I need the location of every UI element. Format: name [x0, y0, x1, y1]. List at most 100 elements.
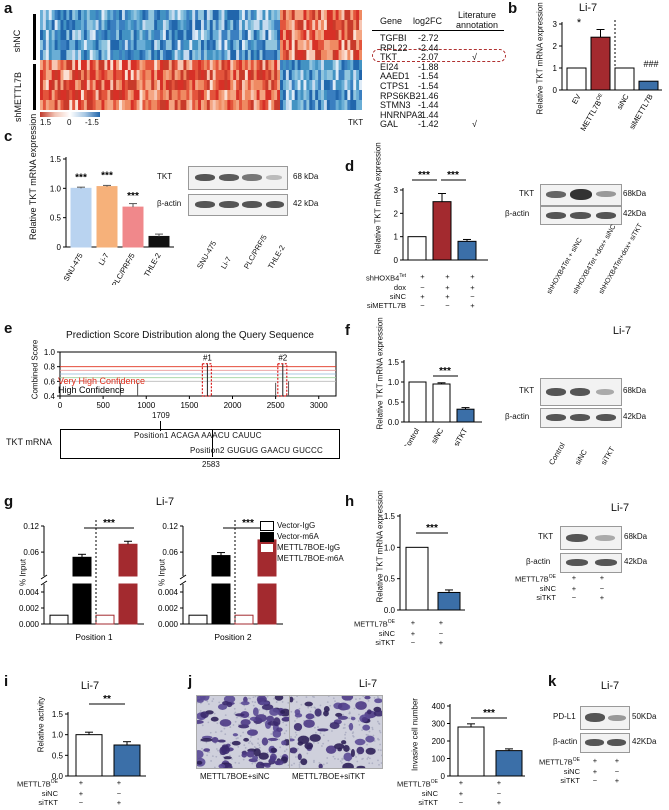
invasion-caption-sinc: METTL7BOE+siNC	[200, 772, 270, 781]
heatmap-cell	[42, 70, 47, 81]
heatmap-cell	[326, 80, 331, 91]
heatmap-cell	[162, 70, 167, 81]
heatmap-cell	[60, 10, 64, 21]
heatmap-cell	[83, 90, 88, 101]
heatmap-cell	[282, 40, 287, 51]
stained-cell	[252, 707, 259, 717]
heatmap-cell	[60, 80, 64, 91]
heatmap-cell	[332, 80, 337, 91]
heatmap-cell	[116, 20, 120, 31]
heatmap-cell	[259, 70, 263, 81]
heatmap-cell	[335, 90, 339, 101]
heatmap-cell	[180, 80, 184, 91]
heatmap-cell	[195, 80, 199, 91]
membrane-pore	[285, 748, 288, 751]
heatmap-cell	[121, 90, 126, 101]
heatmap-cell	[189, 10, 193, 21]
heatmap-cell	[180, 10, 184, 21]
heatmap-cell	[203, 90, 208, 101]
heatmap-cell	[160, 100, 164, 110]
heatmap-cell	[265, 80, 269, 91]
x-tick-label: siTKT	[452, 426, 470, 446]
heatmap-cell	[42, 10, 47, 21]
heatmap-cell	[107, 80, 111, 91]
heatmap-cell	[136, 20, 140, 31]
heatmap-cell	[119, 30, 123, 41]
gene-log2fc: -2.44	[418, 42, 439, 53]
heatmap-cell	[157, 30, 161, 41]
heatmap-cell	[259, 90, 263, 101]
membrane-pore	[339, 760, 342, 763]
heatmap-cell	[130, 20, 135, 31]
heatmap-cell	[121, 50, 126, 61]
membrane-pore	[249, 727, 252, 730]
heatmap-cell	[353, 10, 357, 21]
membrane-pore	[218, 701, 221, 704]
membrane-pore	[295, 701, 298, 703]
y-tick-label: 0	[57, 243, 62, 252]
heatmap-cell	[335, 10, 339, 21]
heatmap-cell	[288, 100, 293, 110]
heatmap-cell	[250, 80, 255, 91]
heatmap-cell	[323, 10, 328, 21]
heatmap-cell	[230, 40, 234, 51]
heatmap-cell	[121, 60, 126, 71]
panel-label-h: h	[345, 493, 355, 510]
stained-cell	[333, 743, 345, 750]
condition-sign: −	[571, 592, 577, 602]
heatmap-cell	[80, 70, 85, 81]
heatmap-cell	[221, 30, 225, 41]
heatmap-cell	[262, 100, 266, 110]
heatmap-cell	[212, 40, 217, 51]
heatmap-cell	[280, 50, 284, 61]
panel-h-blot-conditions: METTL7BOE + + siNC + − siTKT − +	[510, 573, 616, 602]
heatmap-cell	[265, 50, 269, 61]
membrane-pore	[377, 749, 380, 751]
membrane-pore	[290, 764, 293, 767]
heatmap-cell	[154, 40, 158, 51]
membrane-pore	[201, 724, 204, 727]
membrane-pore	[201, 747, 203, 750]
membrane-pore	[215, 755, 218, 758]
condition-name: siNC	[421, 788, 438, 798]
membrane-pore	[294, 756, 297, 758]
bar-1	[457, 726, 485, 777]
heatmap-cell	[280, 40, 284, 51]
membrane-pore	[293, 698, 295, 701]
gene-name: TKT	[380, 52, 397, 63]
x-tick-label: siNC	[429, 426, 445, 445]
stained-cell	[253, 748, 261, 757]
y-tick-label: 0.06	[23, 548, 39, 557]
heatmap-cell	[244, 10, 249, 21]
heatmap-cell	[244, 50, 249, 61]
heatmap-cell	[92, 80, 97, 91]
condition-sign: −	[420, 300, 425, 310]
panel-j-title: Li-7	[358, 678, 378, 690]
heatmap-cell	[306, 20, 310, 31]
heatmap-cell	[274, 80, 278, 91]
heatmap-cell	[104, 10, 108, 21]
membrane-pore	[298, 766, 301, 768]
membrane-pore	[300, 703, 303, 706]
table-rule	[372, 30, 504, 31]
heatmap-cell	[288, 90, 293, 101]
heatmap-cell	[236, 100, 240, 110]
heatmap-cell	[215, 20, 219, 31]
heatmap-cell	[256, 70, 260, 81]
heatmap-cell	[265, 30, 269, 41]
heatmap-cell	[110, 50, 114, 61]
position1-number: 1709	[152, 411, 170, 420]
bar-1	[405, 546, 429, 611]
heatmap-cell	[42, 20, 47, 31]
heatmap-cell	[221, 50, 225, 61]
heatmap-cell	[241, 30, 246, 41]
membrane-pore	[310, 706, 313, 709]
heatmap-cell	[63, 60, 67, 71]
heatmap-cell	[51, 40, 56, 51]
heatmap-cell	[350, 100, 354, 110]
heatmap-cell	[133, 70, 137, 81]
heatmap-cell	[151, 80, 155, 91]
x-tick-label: Li-7	[97, 252, 111, 267]
heatmap-cell	[198, 20, 202, 31]
heatmap-cell	[75, 20, 79, 31]
